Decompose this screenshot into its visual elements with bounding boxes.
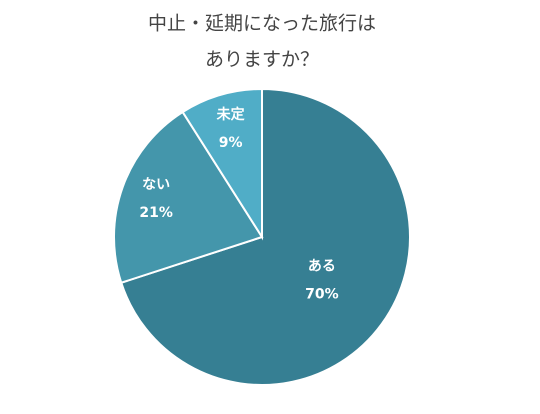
pie-slice <box>113 110 264 284</box>
data-label: 70% <box>305 286 339 302</box>
pie-slice <box>119 87 411 386</box>
slice-category: 未定 <box>217 106 245 123</box>
slice-category: ない <box>142 177 170 193</box>
data-label: 9% <box>219 135 243 151</box>
chart-title: ありますか？ <box>205 49 319 71</box>
slice-category: ある <box>308 258 336 274</box>
pie-slice <box>181 87 263 241</box>
chart-title: 中止・延期になった旅行は <box>148 13 376 35</box>
data-label: 21% <box>139 205 173 221</box>
